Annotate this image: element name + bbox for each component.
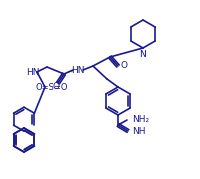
Text: NH: NH	[132, 127, 146, 136]
Text: O: O	[120, 61, 127, 69]
Text: HN: HN	[71, 66, 85, 74]
Text: N: N	[140, 50, 146, 59]
Text: ,,,: ,,,	[68, 67, 74, 72]
Text: O: O	[53, 81, 60, 91]
Text: NH₂: NH₂	[132, 115, 149, 125]
Text: HN: HN	[26, 67, 40, 76]
Text: O=S=O: O=S=O	[36, 83, 68, 91]
